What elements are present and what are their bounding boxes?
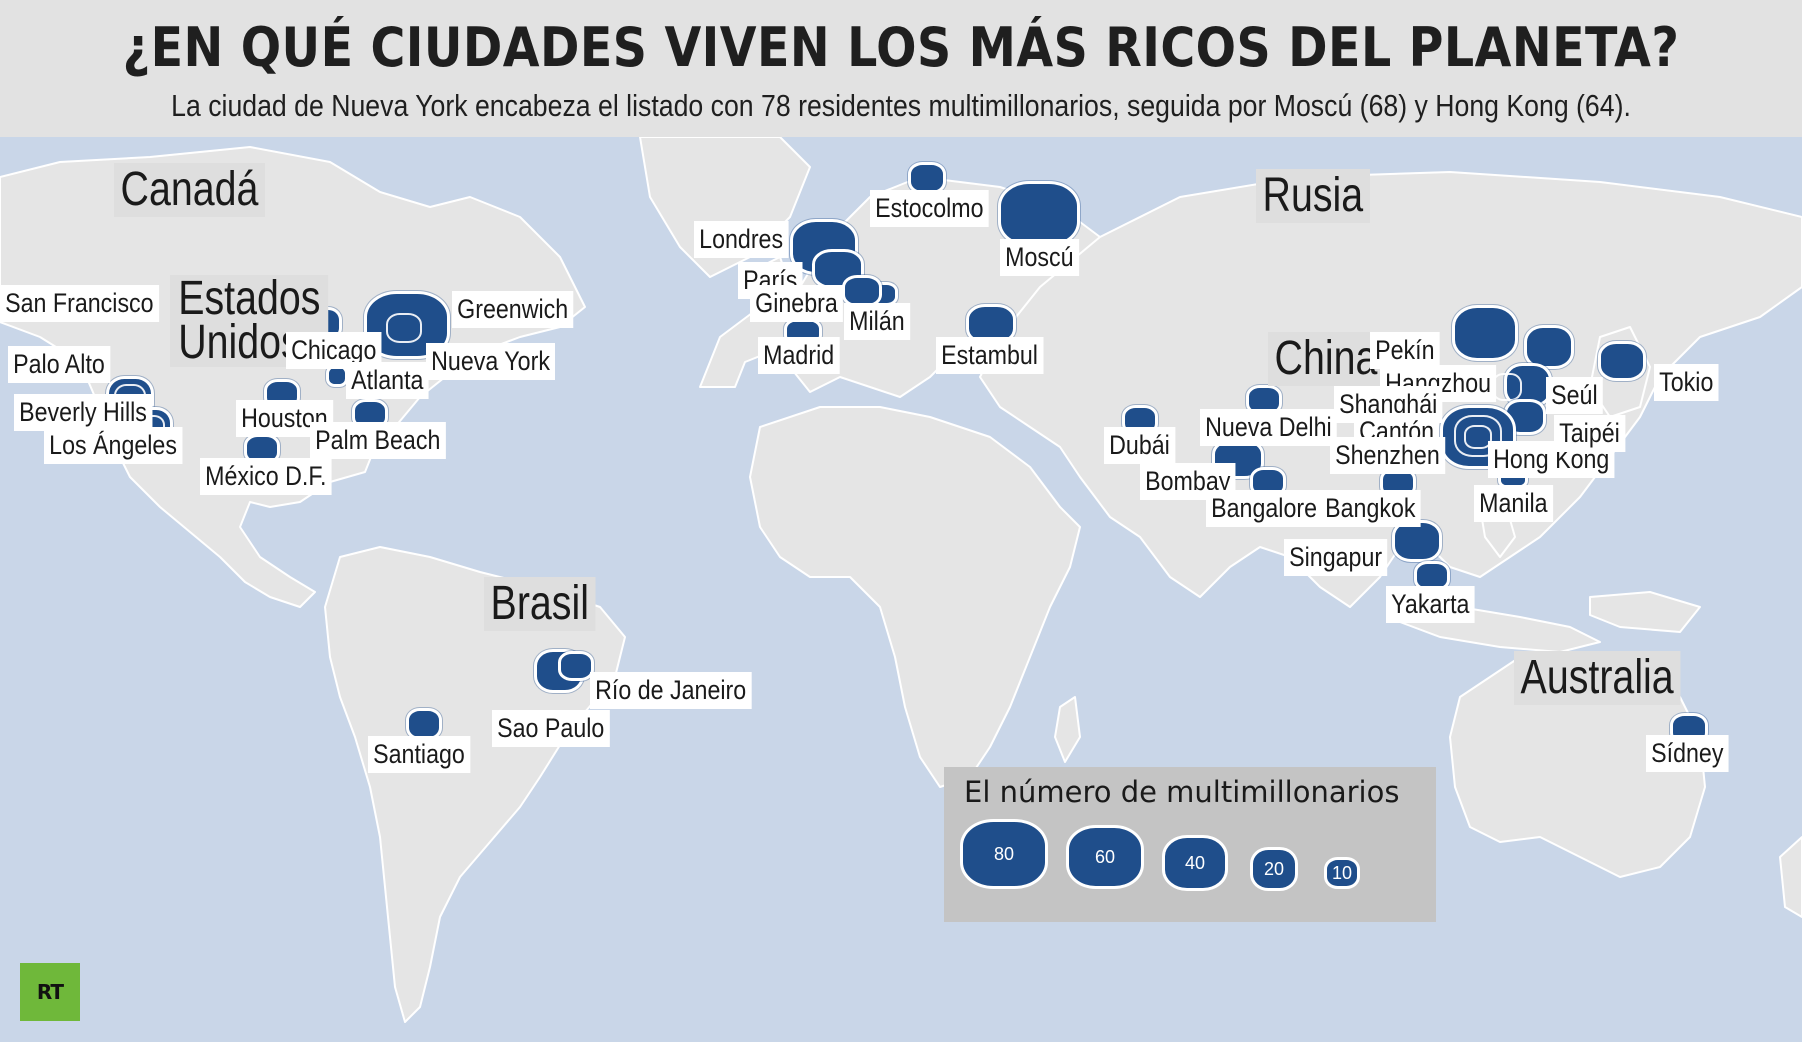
city-label-yakarta: Yakarta bbox=[1386, 586, 1475, 623]
rt-logo: RT bbox=[20, 963, 80, 1021]
bubble-ring-shenzhen bbox=[1464, 425, 1492, 449]
city-label-beverly-hills: Beverly Hills bbox=[14, 394, 153, 431]
size-legend: El número de multimillonarios 80 60 40 2… bbox=[944, 767, 1436, 922]
city-label-santiago: Santiago bbox=[368, 736, 470, 773]
new-zealand-shape bbox=[1779, 836, 1802, 918]
country-label-usa-line1: Estados bbox=[178, 272, 321, 325]
bubble-moscu bbox=[998, 181, 1080, 247]
city-label-palo-alto: Palo Alto bbox=[8, 346, 110, 383]
city-label-palm-beach: Palm Beach bbox=[310, 422, 446, 459]
city-label-milan: Milán bbox=[844, 303, 910, 340]
country-label-brasil: Brasil bbox=[484, 577, 596, 631]
page-subtitle: La ciudad de Nueva York encabeza el list… bbox=[171, 88, 1631, 123]
city-label-singapur: Singapur bbox=[1284, 539, 1388, 576]
city-label-tokio: Tokio bbox=[1654, 364, 1719, 401]
header: ¿EN QUÉ CIUDADES VIVEN LOS MÁS RICOS DEL… bbox=[0, 0, 1802, 137]
country-label-china: China bbox=[1268, 332, 1384, 386]
bubble-pekin bbox=[1452, 305, 1518, 361]
rt-logo-text: RT bbox=[36, 980, 64, 1004]
city-label-atlanta: Atlanta bbox=[346, 362, 429, 399]
city-label-seul: Seúl bbox=[1546, 377, 1603, 414]
bubble-rio-de-janeiro bbox=[558, 651, 594, 681]
legend-title: El número de multimillonarios bbox=[964, 775, 1400, 809]
city-label-sidney: Sídney bbox=[1646, 735, 1729, 772]
city-label-sao-paulo: Sao Paulo bbox=[492, 710, 610, 747]
bubble-ring-canton bbox=[1454, 415, 1502, 457]
city-label-dubai: Dubái bbox=[1104, 427, 1175, 464]
legend-bubble-40: 40 bbox=[1162, 835, 1228, 891]
page-title: ¿EN QUÉ CIUDADES VIVEN LOS MÁS RICOS DEL… bbox=[122, 16, 1680, 79]
city-label-pekin: Pekín bbox=[1370, 332, 1440, 369]
city-label-estambul: Estambul bbox=[936, 337, 1044, 374]
city-label-chicago: Chicago bbox=[286, 332, 382, 369]
city-label-nueva-delhi: Nueva Delhi bbox=[1200, 409, 1337, 446]
city-label-mexico-df: México D.F. bbox=[200, 458, 332, 495]
city-label-bangkok: Bangkok bbox=[1320, 490, 1421, 527]
bubble-ring-hangzhou bbox=[1492, 373, 1522, 401]
country-label-estados-unidos: Estados Unidos bbox=[170, 275, 329, 367]
city-label-nueva-york: Nueva York bbox=[426, 343, 556, 380]
city-label-bangalore: Bangalore bbox=[1206, 490, 1323, 527]
bubble-ring-greenwich bbox=[386, 313, 422, 343]
city-label-greenwich: Greenwich bbox=[452, 291, 574, 328]
city-label-madrid: Madrid bbox=[758, 337, 840, 374]
legend-bubble-60: 60 bbox=[1066, 825, 1144, 889]
city-label-ginebra: Ginebra bbox=[750, 285, 843, 322]
country-label-rusia: Rusia bbox=[1256, 169, 1370, 223]
city-label-shenzhen: Shenzhen bbox=[1330, 437, 1445, 474]
city-label-san-francisco: San Francisco bbox=[0, 285, 159, 322]
city-label-estocolmo: Estocolmo bbox=[870, 190, 989, 227]
africa-shape bbox=[749, 406, 1081, 788]
city-label-taipei: Taipéi bbox=[1554, 415, 1625, 452]
country-label-canada: Canadá bbox=[114, 163, 265, 217]
legend-bubble-10: 10 bbox=[1324, 857, 1360, 889]
madagascar-shape bbox=[1054, 696, 1081, 763]
bubble-seul bbox=[1524, 325, 1574, 369]
legend-bubble-20: 20 bbox=[1250, 847, 1298, 891]
new-guinea-shape bbox=[1589, 591, 1701, 633]
bubble-ginebra bbox=[842, 275, 882, 307]
city-label-los-angeles: Los Ángeles bbox=[44, 427, 183, 464]
world-map: Canadá Estados Unidos Brasil Rusia China… bbox=[0, 137, 1802, 1042]
legend-bubble-80: 80 bbox=[960, 819, 1048, 889]
bubble-tokio bbox=[1598, 341, 1646, 381]
city-label-londres: Londres bbox=[694, 221, 789, 258]
country-label-australia: Australia bbox=[1514, 651, 1681, 705]
city-label-moscu: Moscú bbox=[1000, 239, 1079, 276]
city-label-manila: Manila bbox=[1474, 485, 1553, 522]
country-label-usa-line2: Unidos bbox=[178, 316, 301, 369]
city-label-rio-de-janeiro: Río de Janeiro bbox=[590, 672, 752, 709]
